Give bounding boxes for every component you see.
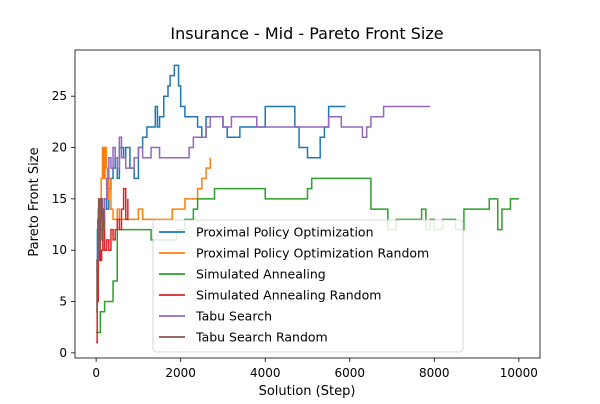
y-tick-label-1: 5	[59, 295, 67, 309]
series-line-5	[96, 198, 106, 313]
legend-label-4: Tabu Search	[195, 309, 272, 324]
chart-title: Insurance - Mid - Pareto Front Size	[170, 24, 443, 43]
axes: 0 2000 4000 6000 8000 10000 0 5 10 15 20 25	[52, 49, 541, 380]
y-tick-label-4: 20	[52, 141, 67, 155]
x-tick-label-4: 8000	[419, 366, 450, 380]
legend-label-2: Simulated Annealing	[196, 267, 326, 282]
y-tick-label-5: 25	[52, 89, 67, 103]
legend-label-0: Proximal Policy Optimization	[196, 225, 374, 240]
x-axis-label: Solution (Step)	[259, 384, 356, 399]
x-tick-label-5: 10000	[500, 366, 538, 380]
x-tick-label-3: 6000	[334, 366, 365, 380]
x-tick-label-2: 4000	[250, 366, 281, 380]
legend-box	[152, 219, 464, 353]
series-line-1	[96, 146, 212, 303]
y-tick-label-2: 10	[52, 243, 67, 257]
y-tick-label-3: 15	[52, 192, 67, 206]
series-line-4	[96, 105, 431, 262]
y-tick-label-0: 0	[59, 346, 67, 360]
legend-label-3: Simulated Annealing Random	[196, 288, 381, 303]
legend-label-5: Tabu Search Random	[195, 330, 328, 345]
x-tick-label-1: 2000	[165, 366, 196, 380]
x-tick-label-0: 0	[92, 366, 100, 380]
y-axis-label: Pareto Front Size	[27, 147, 42, 256]
axes-frame	[74, 49, 541, 359]
legend-label-1: Proximal Policy Optimization Random	[196, 246, 429, 261]
legend: Proximal Policy Optimization Proximal Pol…	[152, 219, 464, 353]
